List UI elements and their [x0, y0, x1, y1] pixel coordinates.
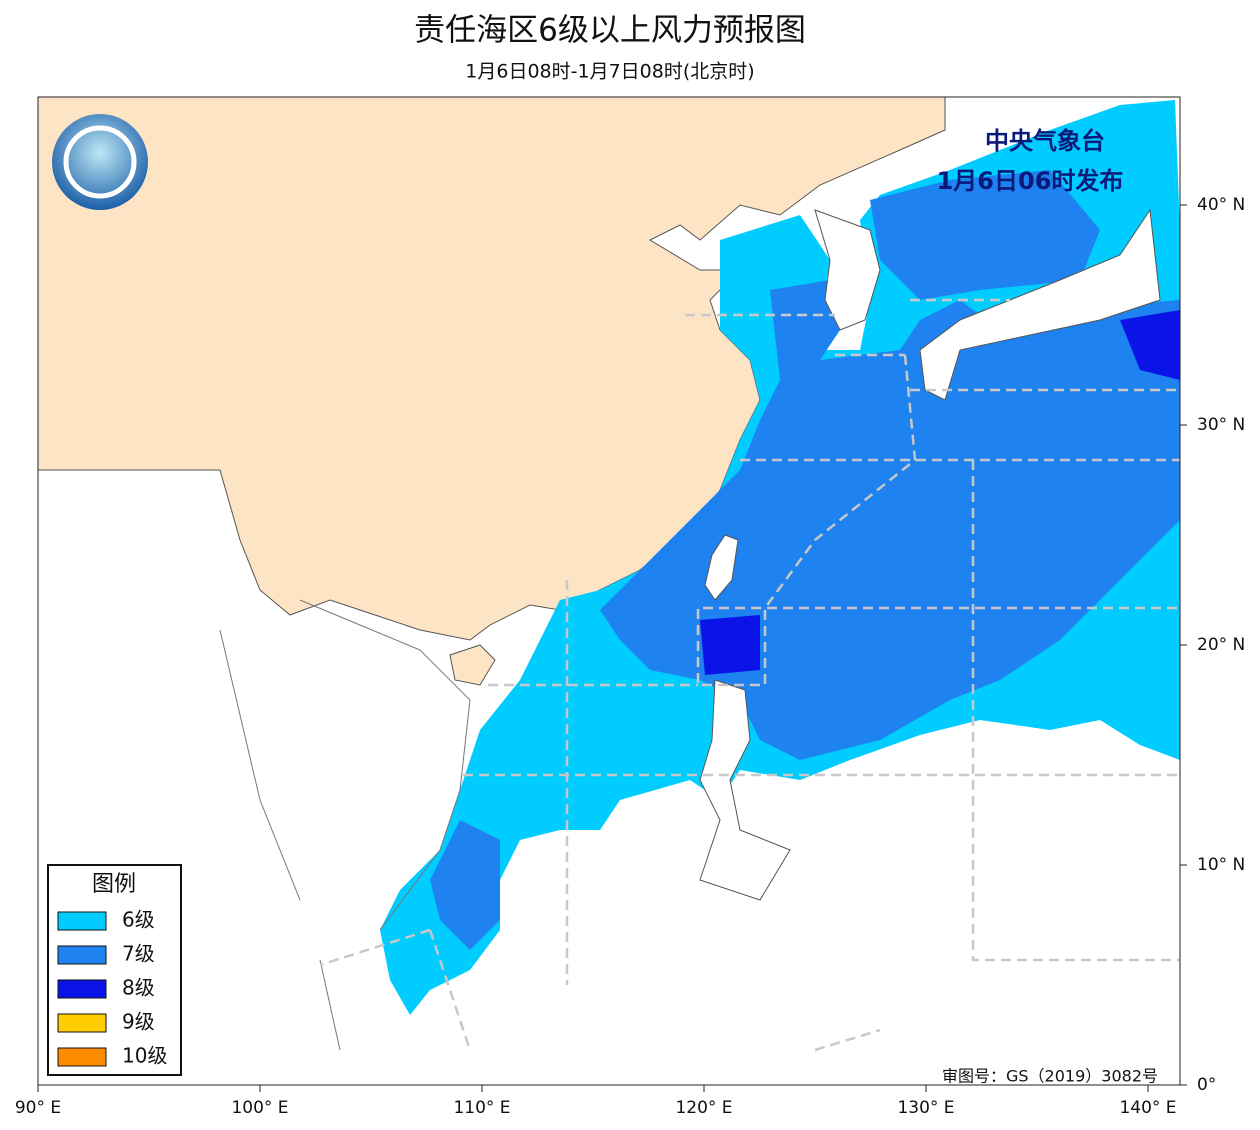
issue-time: 1月6日06时发布	[937, 167, 1124, 195]
legend: 图例 6级 7级 8级 9级 10级	[47, 864, 182, 1076]
legend-label: 8级	[122, 976, 155, 1000]
latitude-label: 10° N	[1197, 855, 1245, 875]
wind-area	[430, 820, 500, 950]
legend-swatch	[57, 1013, 107, 1033]
wind-area	[700, 615, 760, 675]
latitude-label: 20° N	[1197, 635, 1245, 655]
legend-label: 10级	[122, 1044, 167, 1068]
map-area	[38, 97, 1180, 1085]
legend-swatch	[57, 911, 107, 931]
approval-number: 审图号：GS（2019）3082号	[942, 1067, 1158, 1086]
logo	[52, 114, 148, 210]
longitude-label: 120° E	[675, 1098, 732, 1118]
subtitle: 1月6日08时-1月7日08时(北京时)	[465, 61, 754, 83]
legend-swatch	[57, 1047, 107, 1067]
korea	[814, 209, 881, 331]
taiwan	[704, 534, 739, 601]
longitude-label: 140° E	[1119, 1098, 1176, 1118]
map-frame	[37, 96, 1181, 1086]
philippines	[699, 679, 791, 901]
longitude-label: 90° E	[15, 1098, 61, 1118]
legend-swatch	[57, 979, 107, 999]
issuer-agency: 中央气象台	[985, 127, 1105, 155]
legend-box	[47, 864, 182, 1076]
longitude-label: 110° E	[453, 1098, 510, 1118]
wind-area	[870, 170, 1100, 300]
indochina	[219, 599, 471, 1051]
hainan	[449, 644, 496, 686]
latitude-label: 40° N	[1197, 195, 1245, 215]
title: 责任海区6级以上风力预报图	[414, 13, 806, 49]
latitude-label: 30° N	[1197, 415, 1245, 435]
wind-area	[1120, 310, 1180, 380]
longitude-label: 130° E	[897, 1098, 954, 1118]
longitude-label: 100° E	[231, 1098, 288, 1118]
legend-label: 9级	[122, 1010, 155, 1034]
legend-title: 图例	[92, 872, 136, 897]
axes: 90° E 100° E 110° E 120° E 130° E 140° E 0° 10°…	[15, 195, 1245, 1118]
latitude-label: 0°	[1197, 1075, 1216, 1095]
legend-swatch	[57, 945, 107, 965]
legend-label: 7级	[122, 942, 155, 966]
legend-label: 6级	[122, 908, 155, 932]
boundaries	[319, 298, 1180, 1052]
